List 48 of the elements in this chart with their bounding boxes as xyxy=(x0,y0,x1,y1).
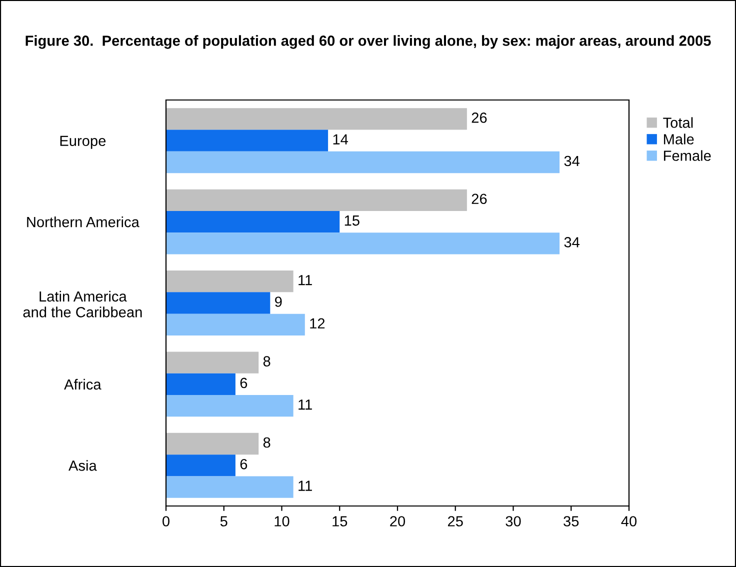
bar xyxy=(166,292,270,314)
data-label: 8 xyxy=(263,437,270,448)
bar xyxy=(166,352,259,374)
bar xyxy=(166,151,560,174)
data-label: 6 xyxy=(240,458,248,470)
legend-label: Male xyxy=(664,134,694,144)
bar xyxy=(166,232,560,254)
x-tick-label: 0 xyxy=(162,516,170,526)
bar xyxy=(166,130,328,152)
data-label: 34 xyxy=(564,237,580,248)
y-tick-label: Europe xyxy=(60,136,106,149)
bar xyxy=(166,210,340,233)
chart-title: Figure 30. Percentage of population aged 60 or over living alone, by sex: major areas, around 2005 xyxy=(26,35,711,49)
data-label: 26 xyxy=(472,194,487,204)
data-label: 6 xyxy=(240,378,248,388)
data-label: 11 xyxy=(298,275,312,286)
data-label: 8 xyxy=(263,356,270,366)
x-tick-label: 25 xyxy=(448,516,463,526)
data-label: 14 xyxy=(333,134,348,144)
bar xyxy=(166,270,294,292)
bar xyxy=(166,432,259,455)
bar xyxy=(166,476,294,498)
x-tick-label: 10 xyxy=(274,516,290,526)
y-tick-label: Northern America xyxy=(27,216,140,228)
bar xyxy=(166,454,236,476)
x-tick-label: 15 xyxy=(332,516,348,526)
legend-label: Total xyxy=(663,117,693,128)
bar xyxy=(166,395,294,417)
data-label: 12 xyxy=(310,318,325,328)
data-label: 9 xyxy=(275,296,282,307)
x-tick-label: 30 xyxy=(506,516,521,526)
data-label: 26 xyxy=(472,112,487,123)
y-tick-label: Latin America and the Caribbean xyxy=(23,290,142,318)
bar xyxy=(166,108,467,130)
legend-label: Female xyxy=(664,150,711,161)
x-tick-label: 5 xyxy=(220,516,228,526)
x-tick-label: 20 xyxy=(390,516,406,526)
data-label: 15 xyxy=(344,216,360,226)
data-label: 34 xyxy=(564,156,580,166)
x-tick-label: 35 xyxy=(564,516,579,526)
bar xyxy=(166,314,305,336)
bar xyxy=(166,189,467,211)
data-label: 11 xyxy=(298,400,312,410)
x-tick-label: 40 xyxy=(621,516,637,526)
bar xyxy=(166,373,236,396)
y-tick-label: Africa xyxy=(64,378,102,390)
y-tick-label: Asia xyxy=(68,460,97,471)
data-label: 11 xyxy=(298,480,312,491)
